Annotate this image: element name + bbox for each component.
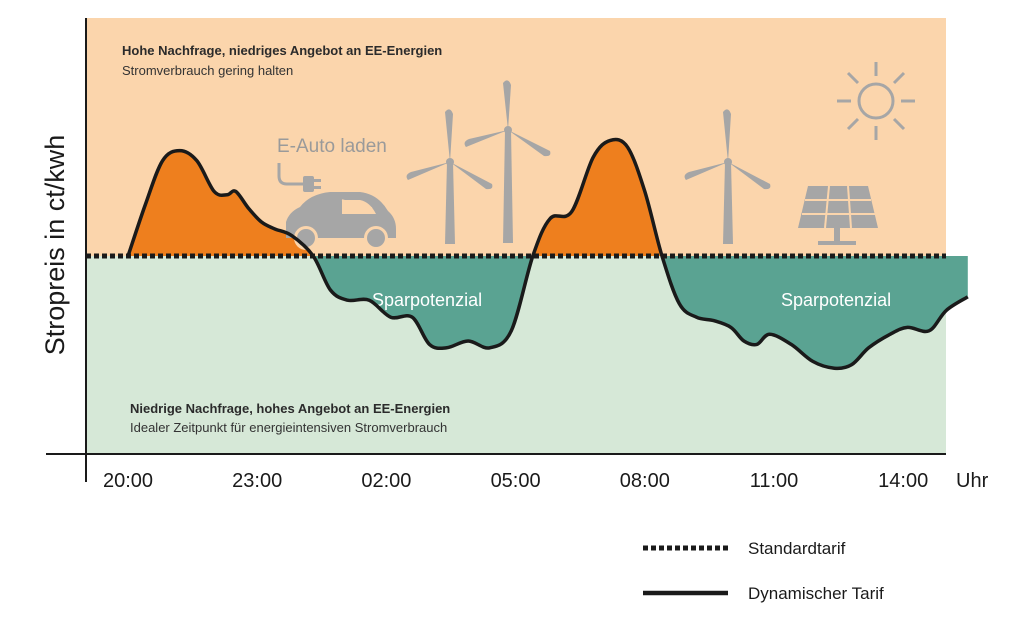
dynamic-tariff-line	[126, 137, 969, 371]
ev-charging-label: E-Auto laden	[277, 136, 387, 157]
price-peak-area	[128, 150, 314, 256]
wind-turbine-icon	[464, 80, 551, 243]
solar-panel-icon	[798, 185, 878, 245]
electric-car-icon	[286, 192, 396, 250]
x-tick-label: 05:00	[491, 470, 541, 492]
legend-item-dynamischer-tarif: Dynamischer Tarif	[748, 584, 884, 603]
high-region-title: Hohe Nachfrage, niedriges Angebot an EE-…	[122, 43, 442, 58]
savings-label-1: Sparpotenzial	[372, 290, 482, 310]
sun-icon	[837, 62, 915, 140]
savings-label-2: Sparpotenzial	[781, 290, 891, 310]
x-tick-label: 02:00	[361, 470, 411, 492]
x-tick-label: 08:00	[620, 470, 670, 492]
x-tick-label: 14:00	[878, 470, 928, 492]
savings-area	[313, 256, 533, 349]
x-tick-label: 11:00	[750, 470, 799, 492]
high-region-subtitle: Stromverbrauch gering halten	[122, 63, 293, 78]
savings-area	[662, 256, 968, 369]
ev-plug-icon	[277, 163, 321, 192]
price-peak-area	[532, 139, 662, 256]
wind-turbine-icon	[406, 109, 493, 244]
legend: Standardtarif Dynamischer Tarif	[643, 539, 884, 603]
wind-turbine-icon	[684, 109, 771, 244]
x-tick-label: 23:00	[232, 470, 282, 492]
x-axis-unit: Uhr	[956, 470, 989, 492]
low-region-subtitle: Idealer Zeitpunkt für energieintensiven …	[130, 420, 447, 435]
legend-item-standardtarif: Standardtarif	[748, 539, 846, 558]
y-axis-label: Stropreis in ct/kwh	[40, 135, 70, 356]
x-tick-label: 20:00	[103, 470, 153, 492]
low-region-title: Niedrige Nachfrage, hohes Angebot an EE-…	[130, 401, 450, 416]
